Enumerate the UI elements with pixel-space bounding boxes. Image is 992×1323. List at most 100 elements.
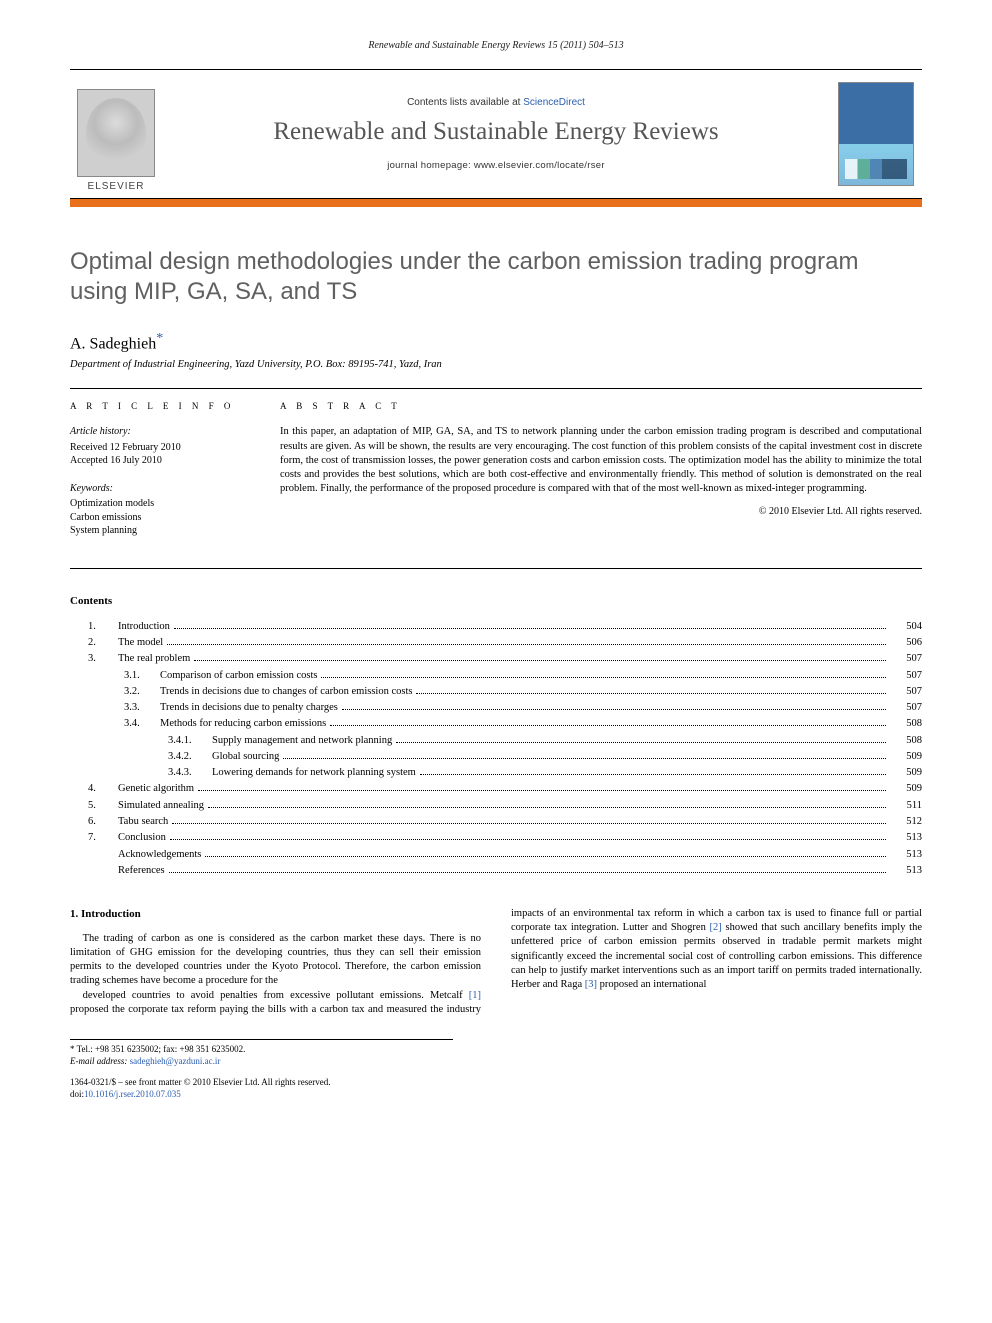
toc-entry[interactable]: References513	[70, 863, 922, 879]
keyword: Optimization models	[70, 497, 250, 511]
accent-bar	[70, 199, 922, 207]
toc-entry[interactable]: 6.Tabu search 512	[70, 814, 922, 830]
homepage-prefix: journal homepage:	[387, 160, 474, 171]
toc-label: Supply management and network planning	[212, 733, 392, 749]
toc-entry[interactable]: 5.Simulated annealing511	[70, 798, 922, 814]
publisher-name: ELSEVIER	[88, 181, 145, 192]
author-email-link[interactable]: sadeghieh@yazduni.ac.ir	[130, 1056, 221, 1066]
toc-page: 508	[890, 716, 922, 732]
reference-link[interactable]: [3]	[585, 979, 597, 990]
toc-label: The real problem	[118, 651, 190, 667]
elsevier-tree-icon	[77, 89, 155, 177]
toc-page: 507	[890, 684, 922, 700]
abstract-text: In this paper, an adaptation of MIP, GA,…	[280, 425, 922, 496]
toc-page: 513	[890, 847, 922, 863]
toc-label: Comparison of carbon emission costs	[160, 668, 317, 684]
toc-dots	[396, 742, 886, 743]
article-info-heading: A R T I C L E I N F O	[70, 401, 250, 411]
keywords-label: Keywords:	[70, 482, 250, 496]
toc-entry[interactable]: 3.The real problem507	[70, 651, 922, 667]
toc-label: The model	[118, 635, 163, 651]
toc-number: 4.	[88, 781, 118, 797]
toc-number: 5.	[88, 798, 118, 814]
contents-heading: Contents	[70, 595, 922, 607]
toc-label: Conclusion	[118, 830, 166, 846]
keyword: System planning	[70, 524, 250, 538]
table-of-contents: 1.Introduction5042.The model5063.The rea…	[70, 619, 922, 879]
publisher-logo-box: ELSEVIER	[70, 70, 162, 198]
abstract-heading: A B S T R A C T	[280, 401, 922, 411]
contents-prefix: Contents lists available at	[407, 97, 523, 108]
toc-dots	[283, 758, 886, 759]
doi-prefix: doi:	[70, 1089, 84, 1099]
email-label: E-mail address:	[70, 1056, 127, 1066]
affiliation: Department of Industrial Engineering, Ya…	[70, 359, 922, 370]
toc-label: Genetic algorithm	[118, 781, 194, 797]
body-paragraph-col1: The trading of carbon as one is consider…	[70, 932, 481, 989]
toc-page: 506	[890, 635, 922, 651]
toc-entry[interactable]: 3.3.Trends in decisions due to penalty c…	[70, 700, 922, 716]
corresponding-footnote: * Tel.: +98 351 6235002; fax: +98 351 62…	[70, 1039, 453, 1067]
corresponding-marker[interactable]: *	[156, 331, 163, 346]
toc-dots	[194, 660, 886, 661]
section-number: 1.	[70, 908, 78, 920]
toc-entry[interactable]: 2.The model 506	[70, 635, 922, 651]
journal-homepage-line: journal homepage: www.elsevier.com/locat…	[387, 160, 605, 171]
toc-entry[interactable]: 1.Introduction504	[70, 619, 922, 635]
journal-name: Renewable and Sustainable Energy Reviews	[273, 118, 718, 146]
body-text: developed countries to avoid penalties f…	[83, 990, 469, 1001]
toc-label: References	[118, 863, 165, 879]
toc-label: Trends in decisions due to penalty charg…	[160, 700, 338, 716]
toc-number: 6.	[88, 814, 118, 830]
toc-dots	[205, 856, 886, 857]
toc-dots	[170, 839, 886, 840]
toc-label: Tabu search	[118, 814, 168, 830]
doi-link[interactable]: 10.1016/j.rser.2010.07.035	[84, 1089, 181, 1099]
toc-dots	[330, 725, 886, 726]
toc-page: 509	[890, 765, 922, 781]
toc-entry[interactable]: 3.4.Methods for reducing carbon emission…	[70, 716, 922, 732]
toc-page: 512	[890, 814, 922, 830]
journal-masthead: ELSEVIER Contents lists available at Sci…	[70, 69, 922, 199]
author-name: A. Sadeghieh	[70, 335, 156, 352]
toc-page: 513	[890, 830, 922, 846]
toc-label: Lowering demands for network planning sy…	[212, 765, 416, 781]
contents-available-line: Contents lists available at ScienceDirec…	[407, 97, 585, 108]
accepted-date: Accepted 16 July 2010	[70, 454, 250, 468]
section-title: Introduction	[81, 908, 141, 920]
toc-number: 3.4.2.	[168, 749, 212, 765]
toc-number: 3.4.3.	[168, 765, 212, 781]
article-history-block: Article history: Received 12 February 20…	[70, 425, 250, 468]
toc-dots	[420, 774, 886, 775]
journal-cover-box	[830, 70, 922, 198]
sciencedirect-link[interactable]: ScienceDirect	[523, 97, 585, 108]
toc-dots	[321, 677, 886, 678]
authors: A. Sadeghieh*	[70, 331, 922, 353]
toc-label: Global sourcing	[212, 749, 279, 765]
toc-page: 511	[890, 798, 922, 814]
toc-dots	[198, 790, 886, 791]
toc-number: 3.4.	[124, 716, 160, 732]
toc-page: 509	[890, 749, 922, 765]
toc-entry[interactable]: 3.4.2.Global sourcing 509	[70, 749, 922, 765]
homepage-url[interactable]: www.elsevier.com/locate/rser	[474, 160, 605, 171]
toc-entry[interactable]: 3.4.3.Lowering demands for network plann…	[70, 765, 922, 781]
keyword: Carbon emissions	[70, 511, 250, 525]
toc-entry[interactable]: 4.Genetic algorithm509	[70, 781, 922, 797]
toc-page: 508	[890, 733, 922, 749]
toc-number: 2.	[88, 635, 118, 651]
toc-entry[interactable]: 3.2.Trends in decisions due to changes o…	[70, 684, 922, 700]
toc-entry[interactable]: 3.4.1.Supply management and network plan…	[70, 733, 922, 749]
article-history-label: Article history:	[70, 425, 250, 439]
toc-dots	[342, 709, 886, 710]
toc-entry[interactable]: 7.Conclusion513	[70, 830, 922, 846]
info-abstract-row: A R T I C L E I N F O Article history: R…	[70, 389, 922, 568]
reference-link[interactable]: [2]	[710, 922, 722, 933]
toc-entry[interactable]: Acknowledgements513	[70, 847, 922, 863]
body-text: proposed an international	[597, 979, 706, 990]
reference-link[interactable]: [1]	[469, 990, 481, 1001]
toc-page: 507	[890, 651, 922, 667]
toc-label: Introduction	[118, 619, 170, 635]
toc-entry[interactable]: 3.1.Comparison of carbon emission costs5…	[70, 668, 922, 684]
toc-dots	[167, 644, 886, 645]
